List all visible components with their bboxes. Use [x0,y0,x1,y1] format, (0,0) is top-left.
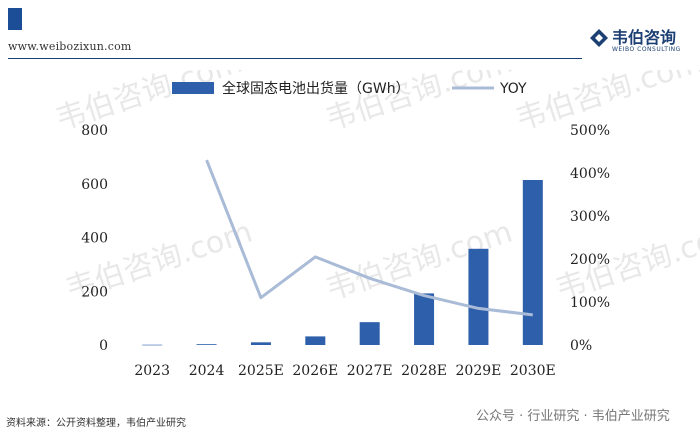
x-tick-label: 2027E [347,363,393,379]
x-tick-label: 2030E [510,363,556,379]
bar [250,342,271,345]
y-left-tick-label: 200 [81,284,108,300]
site-url: www.weibozixun.com [8,40,132,53]
y-right-tick-label: 500% [570,123,610,139]
legend-bar-label: 全球固态电池出货量（GWh） [222,80,410,97]
y-left-tick-label: 600 [81,177,108,193]
wechat-footer: 公众号 · 行业研究 · 韦伯产业研究 [476,409,670,424]
y-left-tick-label: 400 [81,231,108,247]
yoy-line [205,159,533,317]
bar [142,344,163,346]
legend-line-label: YOY [499,81,527,97]
header-accent-bar [8,8,22,30]
x-tick-label: 2025E [238,363,284,379]
y-right-tick-label: 400% [570,166,610,182]
y-left-tick-label: 800 [81,123,108,139]
y-left-tick-label: 0 [99,338,108,354]
bar [305,336,326,345]
y-right-tick-label: 100% [570,295,610,311]
x-tick-label: 2024 [189,363,225,379]
y-right-tick-label: 0% [570,338,592,354]
bar [414,293,435,345]
bar [468,248,489,345]
bar [196,344,217,345]
header-divider [8,58,582,59]
y-right-tick-label: 200% [570,252,610,268]
x-tick-label: 2023 [134,363,170,379]
bar [359,322,380,345]
source-note: 资料来源：公开资料整理，韦伯产业研究 [6,418,186,429]
brand-logo-icon [590,29,608,47]
legend-bar-swatch [172,82,214,94]
x-tick-label: 2029E [456,363,502,379]
x-tick-label: 2026E [292,363,338,379]
brand-name: 韦伯咨询 [612,28,677,47]
x-tick-label: 2028E [401,363,447,379]
brand-subtitle: WEIBO CONSULTING [612,46,681,53]
y-right-tick-label: 300% [570,209,610,225]
bar [522,179,543,345]
